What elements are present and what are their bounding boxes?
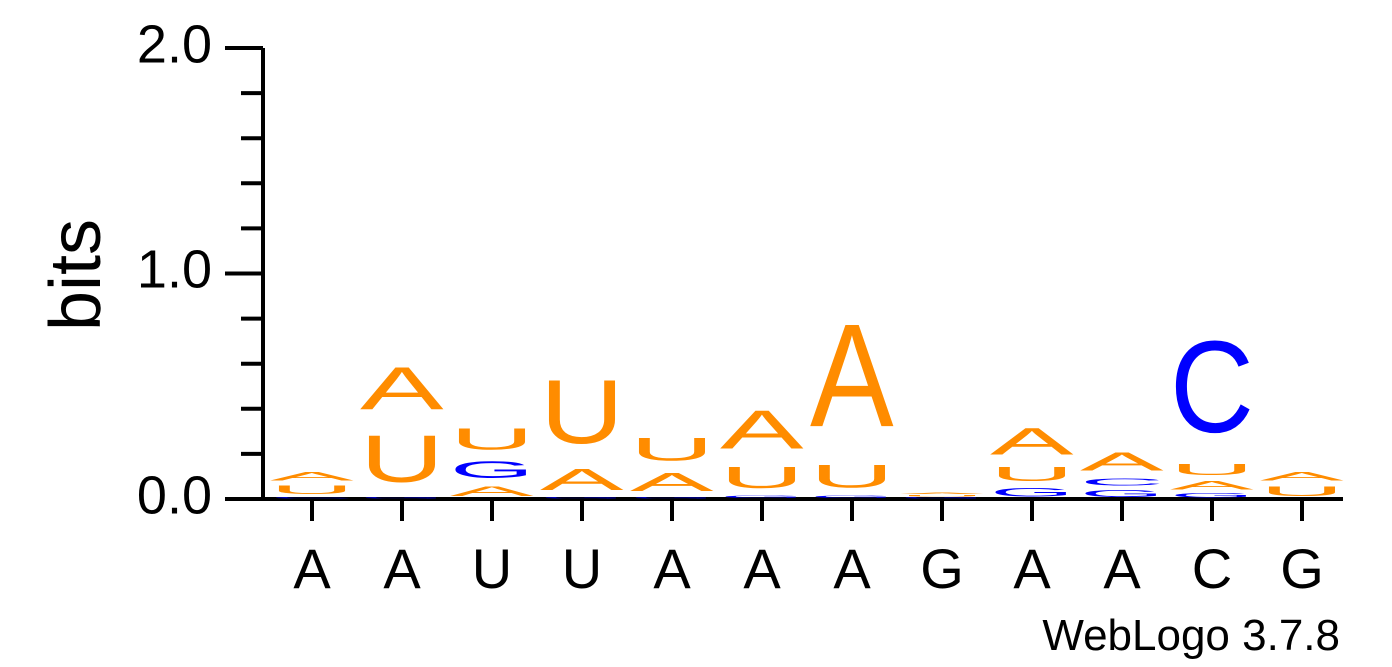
logo-letter-g: G [810,495,894,499]
x-tick-label: A [293,537,331,600]
logo-letter-g: G [360,497,444,499]
logo-letter-g: G [990,485,1074,499]
logo-letter-g: G [900,497,984,499]
x-tick-label: U [562,537,602,600]
logo-letter-a: A [540,463,624,497]
logo-letter-a: A [630,468,714,497]
logo-letter-g: G [1170,492,1254,499]
logo-letter-a: A [810,293,894,458]
logo-letter-u: U [270,483,354,497]
x-tick-label: G [1280,537,1324,600]
y-tick-label-0: 0.0 [137,465,212,525]
x-tick-label: U [472,537,512,600]
logo-letter-g: G [540,497,624,499]
logo-letter-u: U [720,461,804,495]
logo-letter-g: G [630,497,714,499]
y-tick-label-1: 1.0 [137,239,212,299]
logo-letter-a: A [270,470,354,484]
logo-letter-c: C [1170,315,1254,461]
logo-letter-a: A [450,483,534,499]
logo-letter-c: C [270,497,354,499]
logo-letter-a: A [1080,447,1164,476]
y-axis-label: bits [36,219,116,331]
logo-letter-a: A [900,492,984,494]
logo-letter-g: G [450,456,534,483]
logo-letter-a: A [360,354,444,422]
y-tick-label-2: 2.0 [137,14,212,74]
logo-letter-u: U [900,495,984,497]
logo-letter-u: U [810,459,894,495]
logo-letter-a: A [1260,470,1344,484]
x-tick-label: A [1013,537,1051,600]
logo-letter-u: U [360,423,444,497]
logo-letter-u: U [540,362,624,463]
x-tick-label: A [833,537,871,600]
weblogo-footer: WebLogo 3.7.8 [1042,611,1340,660]
x-tick-label: A [743,537,781,600]
logo-letter-a: A [990,420,1074,463]
x-tick-label: G [920,537,964,600]
x-tick-label: A [383,537,421,600]
y-ticks [225,46,263,501]
logo-letter-g: G [720,495,804,499]
x-tick-label: A [1103,537,1141,600]
logo-letter-u: U [990,463,1074,486]
logo-letter-u: U [1170,461,1254,479]
logo-letter-a: A [1170,479,1254,493]
logo-letter-u: U [450,422,534,456]
logo-letter-u: U [630,432,714,468]
logo-letter-c: C [1080,476,1164,487]
logo-letter-g: G [1080,488,1164,499]
x-tick-label: C [1192,537,1232,600]
x-tick-label: A [653,537,691,600]
logo-letter-u: U [1260,483,1344,499]
logo-letter-a: A [720,400,804,460]
